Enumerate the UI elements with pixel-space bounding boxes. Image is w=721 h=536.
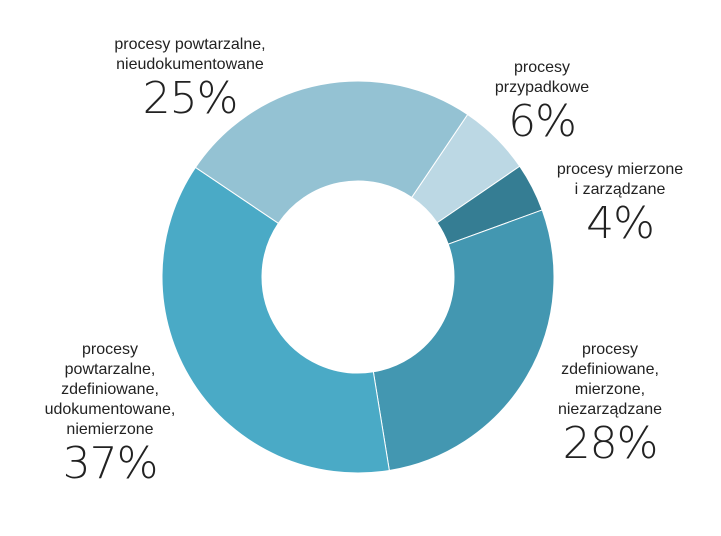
slice-value-2: 28% [562, 418, 659, 469]
slice-value-4: 25% [142, 73, 239, 124]
slice-label-4: procesy powtarzalne, nieudokumentowane 2… [80, 35, 300, 123]
slice-label-2: procesy zdefiniowane, mierzone, niezarzą… [535, 340, 685, 468]
slice-label-1: procesy mierzone i zarządzane 4% [535, 160, 705, 248]
slice-name-0: procesy przypadkowe [494, 59, 590, 96]
slice-value-1: 4% [586, 198, 655, 249]
slice-name-3: procesy powtarzalne, zdefiniowane, udoku… [44, 341, 176, 438]
slice-value-0: 6% [508, 96, 577, 147]
slice-value-3: 37% [62, 438, 159, 489]
slice-name-1: procesy mierzone i zarządzane [556, 161, 684, 198]
slice-label-3: procesy powtarzalne, zdefiniowane, udoku… [20, 340, 200, 488]
slice-name-2: procesy zdefiniowane, mierzone, niezarzą… [557, 341, 663, 418]
slice-label-0: procesy przypadkowe 6% [462, 58, 622, 146]
donut-slice-3 [161, 166, 390, 474]
donut-slice-4 [194, 80, 469, 225]
donut-slice-2 [372, 209, 555, 472]
slice-name-4: procesy powtarzalne, nieudokumentowane [114, 36, 266, 73]
